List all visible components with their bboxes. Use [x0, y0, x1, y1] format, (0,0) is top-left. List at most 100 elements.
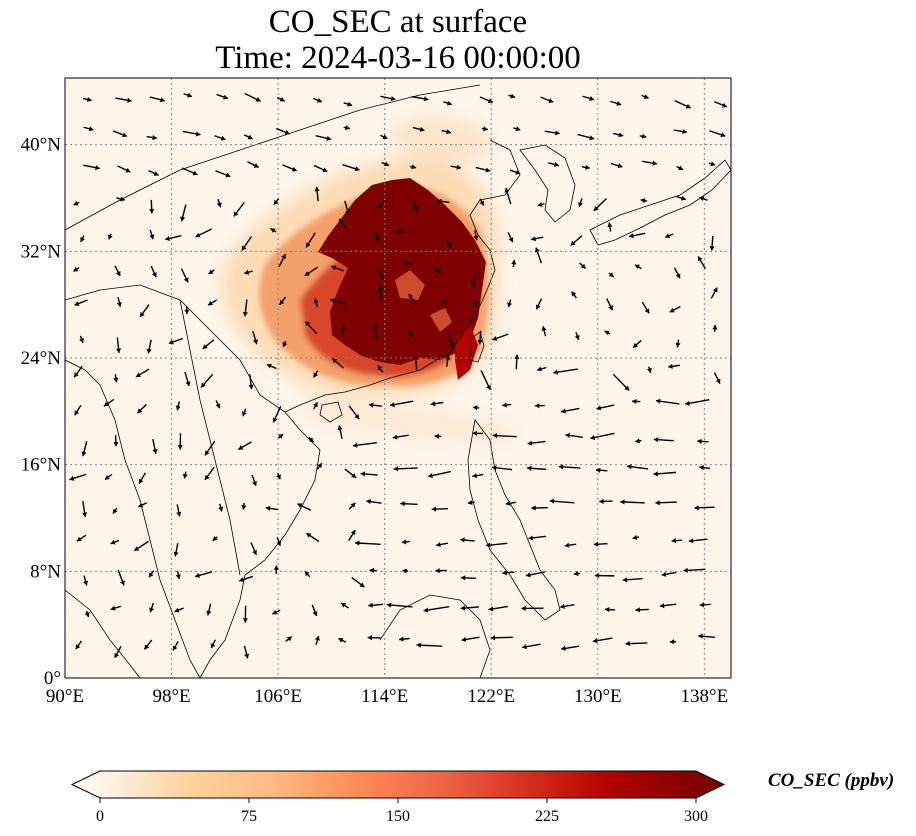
- bay-of-bengal-coast: [65, 359, 201, 678]
- wind-arrow: [117, 165, 131, 173]
- wind-arrow: [202, 339, 215, 350]
- wind-arrow: [360, 471, 378, 477]
- land-border-mid: [179, 299, 241, 576]
- land-border-north: [65, 284, 286, 413]
- wind-arrow: [374, 231, 380, 242]
- wind-arrow: [348, 502, 356, 510]
- wind-arrow: [79, 335, 84, 344]
- wind-arrow: [461, 636, 480, 643]
- wind-arrow: [342, 164, 360, 172]
- wind-arrow: [175, 570, 181, 580]
- wind-arrow: [273, 565, 279, 574]
- wind-arrow: [182, 471, 188, 479]
- wind-arrow: [604, 607, 616, 613]
- wind-arrow: [622, 577, 643, 583]
- wind-arrow: [549, 498, 575, 504]
- wind-arrow: [471, 300, 480, 307]
- wind-arrow: [393, 466, 418, 472]
- wind-arrow: [664, 233, 674, 239]
- wind-arrow: [315, 135, 332, 141]
- wind-arrow: [535, 403, 545, 409]
- wind-arrow: [531, 236, 544, 242]
- wind-arrow: [412, 200, 419, 212]
- wind-arrow: [214, 135, 226, 141]
- wind-arrow: [83, 126, 94, 132]
- land-border-north-2: [65, 84, 481, 231]
- wind-arrow: [433, 267, 442, 274]
- wind-arrow: [215, 170, 231, 178]
- wind-arrow: [343, 101, 353, 107]
- wind-arrow: [73, 365, 83, 378]
- lon-tick-label: 90°E: [46, 686, 84, 707]
- wind-arrow: [368, 602, 384, 608]
- wind-arrow: [278, 253, 287, 268]
- wind-arrow: [344, 468, 357, 479]
- wind-arrow: [709, 130, 726, 138]
- wind-arrow: [175, 401, 181, 411]
- wind-arrow: [712, 324, 718, 332]
- wind-arrow: [408, 293, 417, 305]
- wind-arrow: [581, 164, 590, 170]
- wind-arrow: [135, 368, 150, 378]
- wind-arrow: [632, 339, 642, 349]
- wind-arrow: [460, 537, 475, 543]
- wind-arrow: [544, 130, 560, 136]
- wind-arrow: [639, 133, 647, 139]
- wind-arrow: [467, 499, 475, 506]
- wind-arrow: [443, 100, 453, 106]
- wind-arrow: [305, 532, 320, 543]
- wind-arrow: [152, 438, 158, 454]
- wind-arrow: [208, 269, 215, 275]
- wind-arrow: [340, 602, 350, 609]
- wind-arrow: [149, 229, 155, 240]
- wind-arrow: [655, 398, 680, 405]
- wind-arrow: [596, 404, 615, 411]
- wind-arrow: [502, 402, 512, 408]
- wind-arrow: [573, 571, 581, 577]
- wind-arrow: [659, 603, 677, 609]
- wind-arrow: [491, 465, 513, 471]
- wind-arrow: [490, 635, 513, 641]
- wind-arrow: [194, 571, 213, 578]
- wind-arrow: [80, 235, 85, 243]
- wind-arrow: [635, 438, 642, 444]
- wind-arrow: [505, 500, 516, 506]
- colorbar-extend-high: [696, 771, 724, 798]
- wind-arrow: [488, 605, 508, 612]
- wind-arrow: [528, 535, 547, 541]
- wind-vectors: [69, 92, 728, 659]
- wind-arrow: [430, 401, 444, 407]
- wind-arrow: [553, 368, 578, 375]
- colorbar-tick-label: 75: [241, 808, 257, 825]
- wind-arrow: [270, 227, 277, 233]
- wind-arrow: [669, 639, 677, 645]
- wind-arrow: [314, 635, 320, 646]
- wind-arrow: [204, 440, 216, 456]
- wind-arrow: [435, 568, 447, 574]
- wind-arrow: [570, 235, 583, 247]
- wind-arrow: [73, 200, 80, 206]
- wind-arrow: [436, 541, 449, 548]
- wind-arrow: [233, 201, 245, 217]
- wind-arrow: [610, 162, 623, 169]
- lat-tick-label: 8°N: [30, 561, 61, 582]
- wind-arrow: [699, 196, 708, 202]
- wind-arrow: [396, 229, 409, 235]
- wind-arrow: [377, 268, 385, 280]
- wind-arrow: [241, 408, 247, 417]
- wind-arrow: [340, 325, 346, 334]
- map-frame: [64, 77, 732, 679]
- wind-arrow: [671, 538, 682, 544]
- wind-arrow: [138, 502, 148, 508]
- wind-arrow: [174, 607, 184, 613]
- longitude-tick-labels: 90°E 98°E 106°E 114°E 122°E 130°E 138°E: [46, 686, 728, 707]
- lat-tick-label: 40°N: [21, 135, 62, 156]
- wind-arrow: [565, 432, 584, 438]
- wind-arrow: [313, 164, 328, 173]
- colorbar-tick-label: 300: [684, 808, 708, 825]
- wind-arrow: [82, 96, 92, 103]
- colorbar-tick-label: 0: [96, 808, 104, 825]
- wind-arrow: [276, 96, 285, 102]
- philippines-coast: [467, 419, 561, 621]
- wind-arrow: [436, 198, 450, 204]
